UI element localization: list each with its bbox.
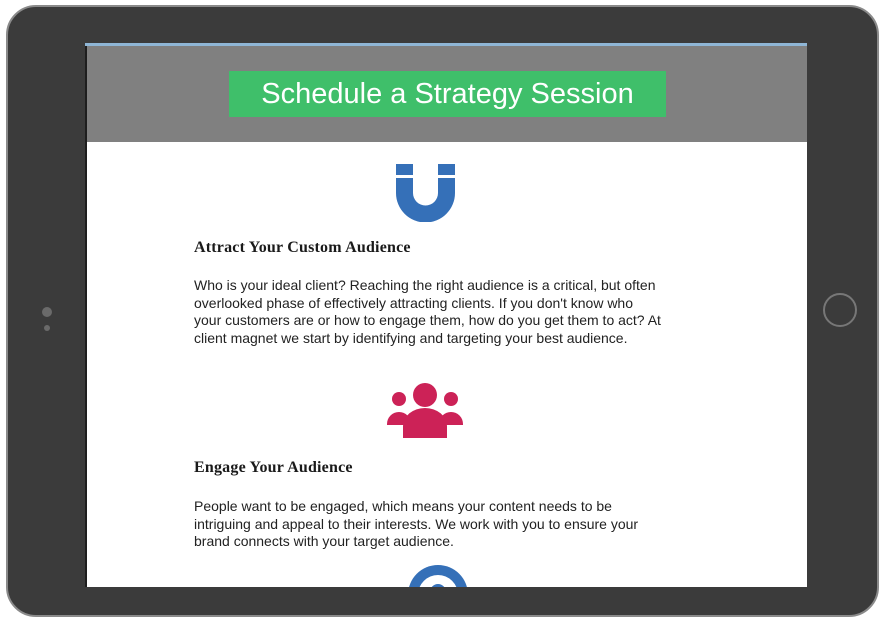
header-banner: Schedule a Strategy Session <box>87 45 807 142</box>
magnet-icon <box>394 163 457 223</box>
sensor-dot <box>44 325 50 331</box>
home-button[interactable] <box>823 293 857 327</box>
schedule-session-button[interactable]: Schedule a Strategy Session <box>229 71 666 117</box>
screen: Schedule a Strategy Session Attract Your… <box>85 43 807 587</box>
screen-top-edge <box>85 43 807 46</box>
circle-icon <box>405 562 471 587</box>
section-heading: Engage Your Audience <box>194 459 353 476</box>
section-body: Who is your ideal client? Reaching the r… <box>194 277 661 346</box>
section-heading: Attract Your Custom Audience <box>194 239 411 256</box>
section-body: People want to be engaged, which means y… <box>194 498 639 549</box>
people-group-icon <box>387 382 463 438</box>
camera-dot <box>42 307 52 317</box>
